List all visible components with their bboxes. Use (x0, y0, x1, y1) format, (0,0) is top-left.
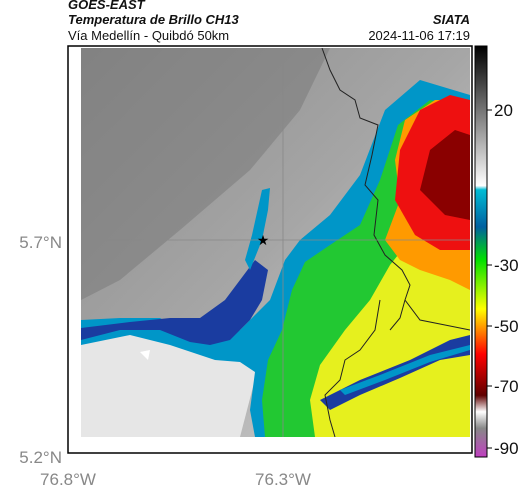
colorbar-tick: -30 (494, 256, 519, 275)
colorbar-tick: -50 (494, 317, 519, 336)
colorbar-tick: -90 (494, 439, 519, 458)
region-label: Vía Medellín - Quibdó 50km (68, 28, 230, 43)
lat-label-south: 5.2°N (19, 448, 62, 467)
colorbar-tick: 20 (494, 101, 513, 120)
lon-label-west: 76.8°W (40, 470, 96, 489)
brightness-temperature-field (81, 48, 470, 437)
colorbar-tick: -70 (494, 377, 519, 396)
colorbar (474, 45, 488, 458)
lon-label-east: 76.3°W (255, 470, 311, 489)
map-title: Temperatura de Brillo CH13 (68, 12, 239, 27)
lat-label-north: 5.7°N (19, 233, 62, 252)
timestamp: 2024-11-06 17:19 (368, 28, 470, 43)
star-icon: ★ (257, 233, 270, 249)
satellite-source: GOES-EAST (68, 0, 145, 12)
organization-label: SIATA (432, 12, 470, 27)
